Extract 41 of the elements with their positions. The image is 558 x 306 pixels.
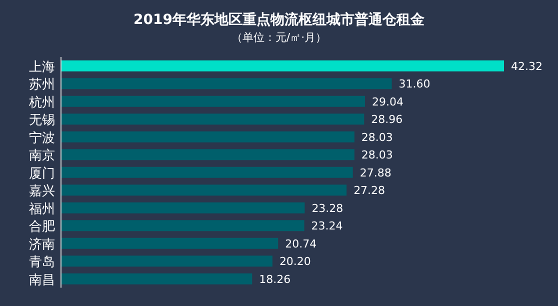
bar <box>61 256 272 267</box>
y-tick-label: 济南 <box>29 237 55 252</box>
y-tick-label: 杭州 <box>28 95 55 110</box>
y-tick-label: 合肥 <box>29 220 55 235</box>
data-label: 28.96 <box>371 113 403 126</box>
y-tick-label: 嘉兴 <box>29 184 55 200</box>
y-tick-label: 上海 <box>29 60 55 75</box>
data-label: 42.32 <box>511 60 542 73</box>
y-tick-label: 厦门 <box>29 165 55 182</box>
data-label: 20.74 <box>285 237 317 250</box>
y-tick-label: 南昌 <box>29 272 55 288</box>
data-label: 18.26 <box>259 272 291 286</box>
y-tick-label: 无锡 <box>29 113 55 128</box>
data-label: 28.03 <box>361 148 393 162</box>
y-tick-label: 南京 <box>29 148 55 164</box>
y-tick-label: 宁波 <box>29 130 55 146</box>
data-label: 31.60 <box>398 78 430 91</box>
bar <box>61 238 278 249</box>
data-label: 29.04 <box>372 95 404 108</box>
chart-subtitle: （单位：元/㎡·月） <box>231 31 327 44</box>
data-label: 20.20 <box>279 255 311 268</box>
data-label: 27.28 <box>354 184 386 198</box>
chart-title: 2019年华东地区重点物流枢纽城市普通仓租金 <box>134 11 426 28</box>
bar <box>61 114 364 125</box>
bar <box>61 166 353 178</box>
bar <box>61 220 304 232</box>
data-label: 28.03 <box>361 130 393 144</box>
data-label: 27.88 <box>360 166 392 180</box>
data-label: 23.28 <box>312 202 344 215</box>
bar <box>61 78 392 90</box>
y-tick-label: 福州 <box>29 202 55 217</box>
bar <box>61 96 365 107</box>
bar <box>61 149 354 160</box>
y-tick-label: 苏州 <box>29 78 55 93</box>
bar <box>61 60 504 72</box>
bar <box>61 131 354 142</box>
bar <box>61 202 305 214</box>
data-label: 23.24 <box>311 220 343 233</box>
bar <box>61 273 252 284</box>
y-tick-label: 青岛 <box>29 255 55 270</box>
bar <box>61 184 347 196</box>
